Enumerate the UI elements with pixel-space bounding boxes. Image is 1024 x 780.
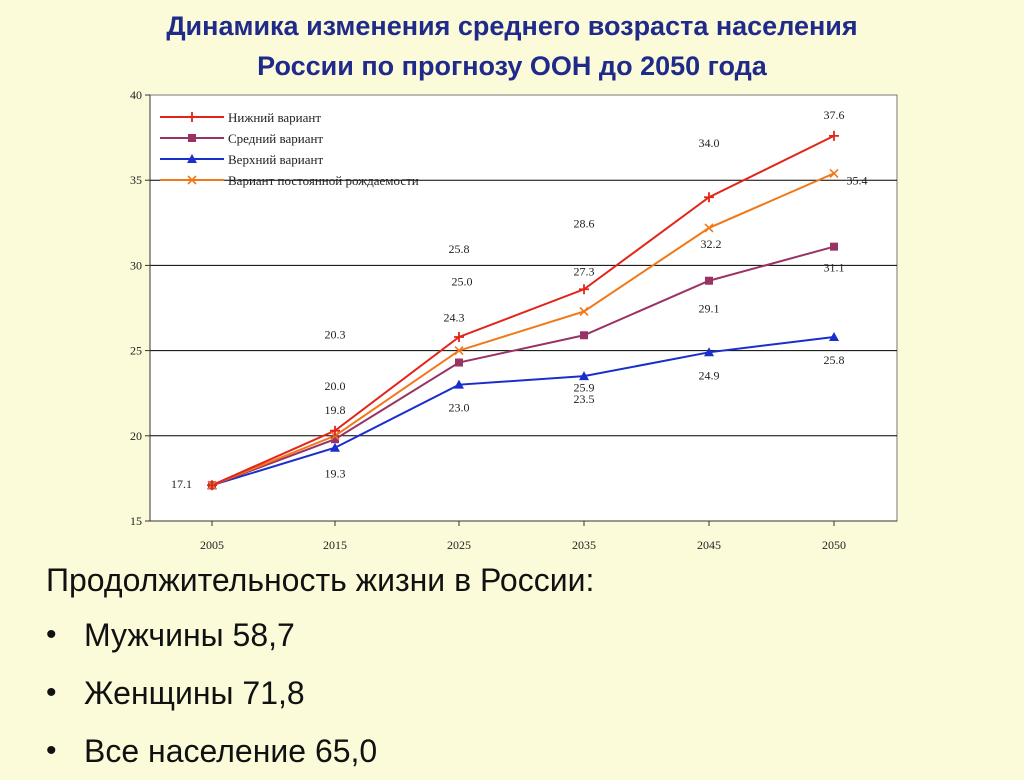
- data-label: 23.0: [449, 401, 470, 415]
- y-tick-label: 15: [130, 514, 142, 528]
- series-line: [211, 134, 835, 487]
- list-item: • Мужчины 58,7: [46, 606, 594, 664]
- life-expectancy-section: Продолжительность жизни в России: • Мужч…: [46, 560, 594, 780]
- series-line: [211, 245, 835, 487]
- data-point-triangle: [454, 379, 464, 389]
- data-label: 17.1: [171, 477, 192, 491]
- data-label: 25.9: [574, 380, 595, 394]
- data-point-square: [188, 134, 196, 142]
- x-tick-label: 2045: [697, 538, 721, 552]
- data-label: 29.1: [699, 302, 720, 316]
- data-point-plus: [207, 480, 217, 491]
- data-label: 20.0: [325, 379, 346, 393]
- data-label: 25.8: [449, 242, 470, 256]
- data-point-triangle: [187, 154, 197, 163]
- data-point-x: [454, 346, 464, 356]
- data-point-triangle: [330, 442, 340, 452]
- legend-label: Нижний вариант: [228, 110, 321, 125]
- y-tick-label: 30: [130, 258, 142, 272]
- y-tick-label: 25: [130, 344, 142, 358]
- data-point-triangle: [579, 371, 589, 381]
- data-point-x: [187, 175, 197, 185]
- list-item: • Женщины 71,8: [46, 664, 594, 722]
- life-expectancy-title: Продолжительность жизни в России:: [46, 562, 595, 598]
- data-label: 19.3: [325, 467, 346, 481]
- data-point-plus: [579, 284, 589, 295]
- data-label: 24.9: [699, 368, 720, 382]
- data-point-plus: [829, 130, 839, 141]
- y-tick-label: 20: [130, 429, 142, 443]
- y-tick-label: 40: [130, 88, 142, 102]
- bullet-icon: •: [46, 676, 57, 709]
- x-tick-label: 2025: [447, 538, 471, 552]
- data-label: 23.5: [574, 392, 595, 406]
- bullet-icon: •: [46, 618, 57, 651]
- data-point-triangle: [704, 347, 714, 357]
- page-title: Динамика изменения среднего возраста нас…: [0, 6, 1024, 86]
- series-line: [211, 335, 835, 487]
- data-point-x: [330, 431, 340, 441]
- x-tick-label: 2005: [200, 538, 224, 552]
- data-label: 27.3: [574, 264, 595, 278]
- data-label: 19.8: [325, 403, 346, 417]
- life-expectancy-list: • Мужчины 58,7 • Женщины 71,8 • Все насе…: [46, 606, 594, 780]
- data-label: 25.8: [824, 353, 845, 367]
- data-point-plus: [187, 112, 197, 122]
- x-tick-label: 2035: [572, 538, 596, 552]
- data-label: 20.3: [325, 328, 346, 342]
- data-point-triangle: [829, 331, 839, 341]
- data-point-square: [830, 242, 838, 251]
- bullet-icon: •: [46, 734, 57, 767]
- data-label: 24.3: [444, 311, 465, 325]
- data-label: 25.0: [452, 275, 473, 289]
- data-point-square: [580, 331, 588, 340]
- y-tick-label: 35: [130, 173, 142, 187]
- data-label: 34.0: [699, 136, 720, 150]
- data-point-plus: [454, 331, 464, 342]
- data-label: 35.4: [847, 173, 868, 187]
- data-point-square: [455, 358, 463, 367]
- list-item-text: Женщины 71,8: [84, 675, 305, 711]
- list-item-text: Все население 65,0: [84, 733, 378, 769]
- title-line-1: Динамика изменения среднего возраста нас…: [166, 11, 858, 41]
- data-point-x: [829, 168, 839, 178]
- list-item: • Все население 65,0: [46, 722, 594, 780]
- legend-label: Средний вариант: [228, 131, 323, 146]
- data-label: 32.2: [701, 237, 722, 251]
- x-tick-label: 2015: [323, 538, 347, 552]
- data-point-x: [579, 306, 589, 316]
- data-point-x: [704, 223, 714, 233]
- data-label: 37.6: [824, 108, 845, 122]
- data-point-plus: [330, 425, 340, 436]
- data-label: 28.6: [574, 216, 595, 230]
- series-line: [211, 172, 835, 487]
- title-line-2: России по прогнозу ООН до 2050 года: [257, 51, 767, 81]
- legend-label: Вариант постоянной рождаемости: [228, 173, 419, 188]
- data-point-plus: [704, 192, 714, 203]
- data-point-square: [331, 435, 339, 444]
- data-point-square: [705, 276, 713, 285]
- list-item-text: Мужчины 58,7: [84, 617, 295, 653]
- x-tick-label: 2050: [822, 538, 846, 552]
- legend-label: Верхний вариант: [228, 152, 323, 167]
- data-label: 31.1: [824, 261, 845, 275]
